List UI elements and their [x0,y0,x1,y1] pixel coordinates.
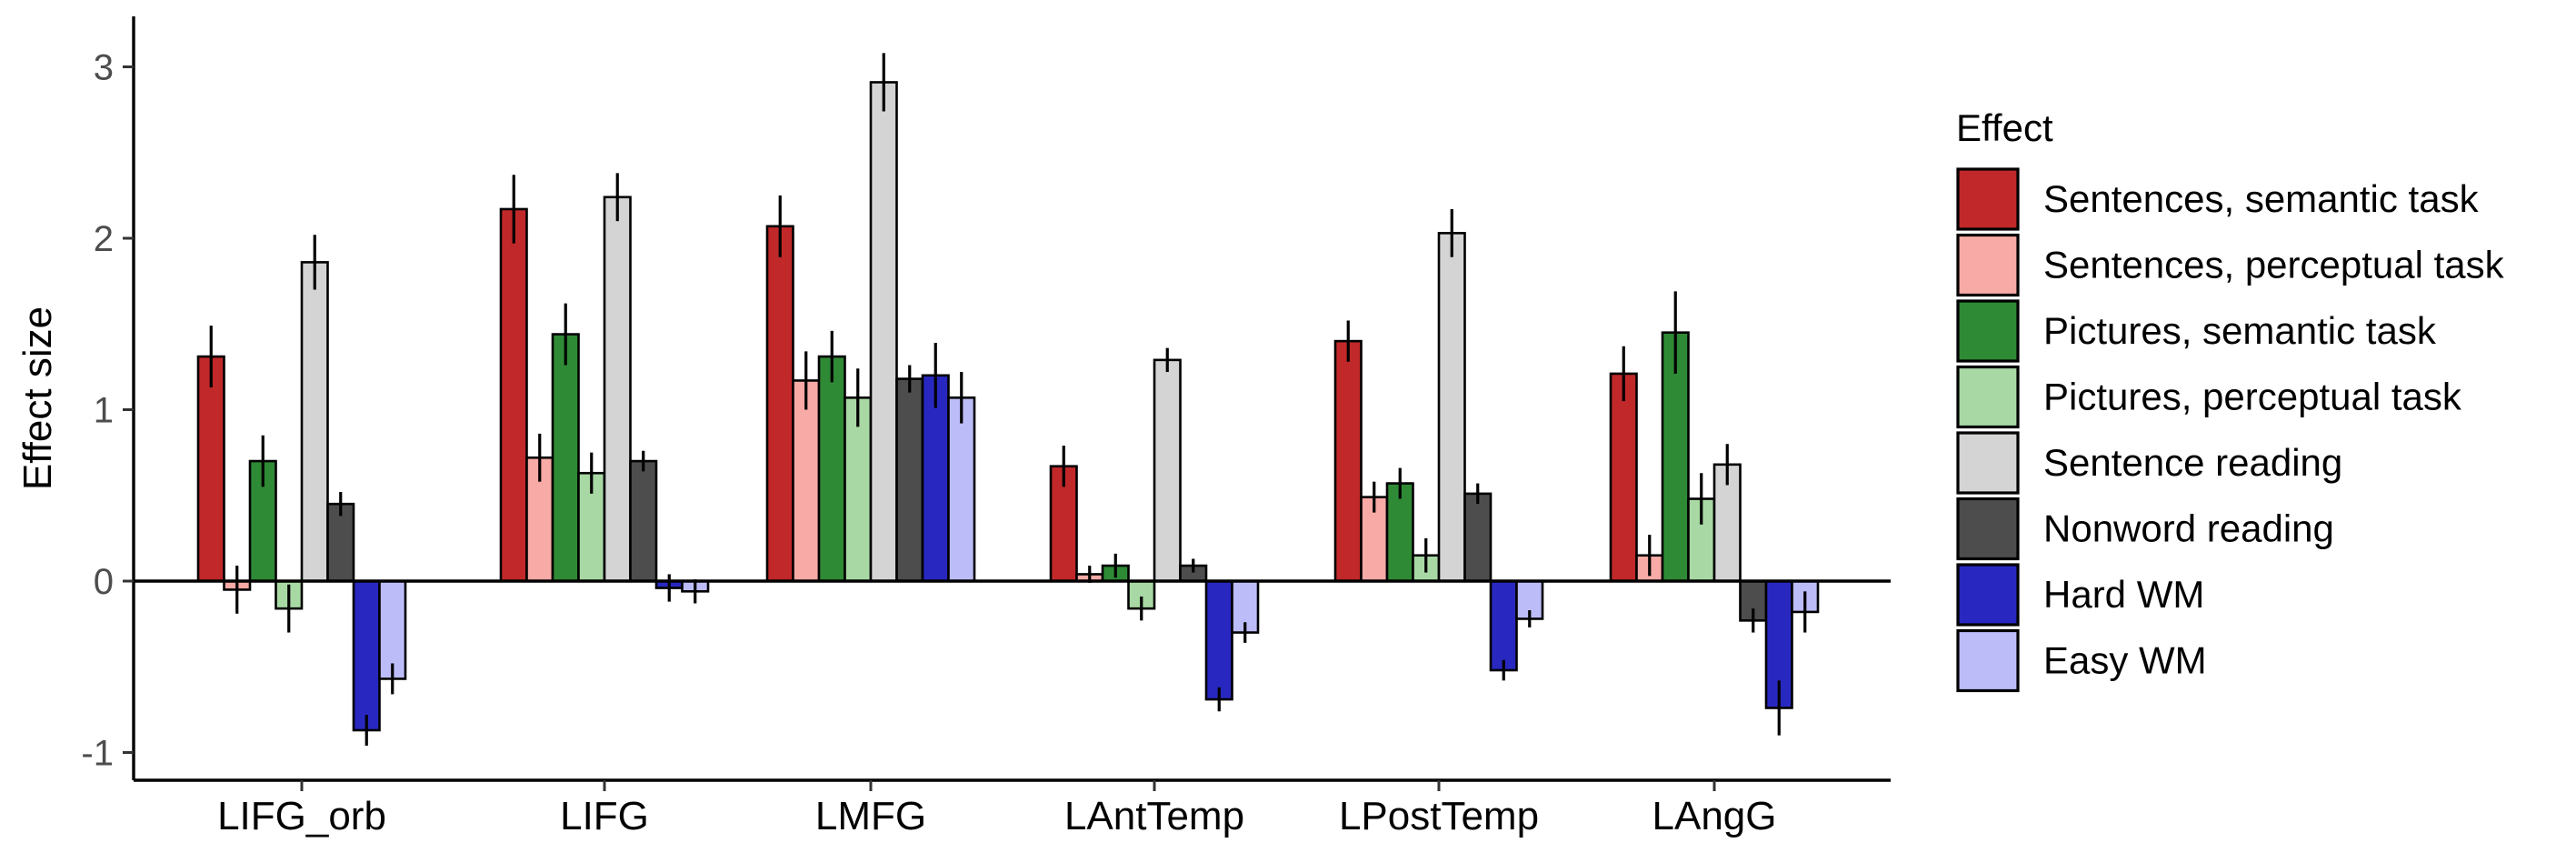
legend-label: Nonword reading [2043,507,2334,550]
bar [817,355,846,583]
legend-label: Pictures, perceptual task [2043,376,2462,418]
bar [765,225,794,583]
legend-key [1956,365,2020,429]
legend-key [1956,431,2020,495]
bar [1385,482,1414,583]
bar [1204,579,1233,701]
legend-key [1956,628,2020,693]
bar [1609,372,1638,583]
x-tick-label: LIFG [560,794,649,838]
bar [603,196,632,583]
legend-item: Easy WM [1956,628,2207,693]
legend-label: Sentences, perceptual task [2043,244,2505,286]
legend-label: Sentence reading [2043,441,2342,484]
legend-item: Hard WM [1956,563,2204,627]
legend-key [1956,563,2020,627]
axes-layer: -1 0 1 2 3 LIFG_orb LIFG LMFG LAntTemp LPostTemp L… [15,16,1891,838]
bar [499,207,528,583]
legend-title: Effect [1956,106,2053,149]
y-tick-label: 2 [94,219,114,259]
error-bars-layer [209,53,1807,746]
legend-label: Pictures, semantic task [2043,309,2437,352]
x-tick-label: LAntTemp [1064,794,1244,838]
y-tick-label: 0 [94,562,114,602]
legend-key [1956,497,2020,561]
bar [629,459,658,583]
legend-key [1956,299,2020,363]
legend-key [1956,233,2020,297]
legend: Effect Sentences, semantic task Sentences,… [1956,106,2505,693]
y-axis-title: Effect size [15,306,60,490]
bar [378,579,407,680]
legend-item: Nonword reading [1956,497,2334,561]
bar [196,355,225,583]
y-tick-label: 1 [94,391,114,431]
y-tick-label: -1 [81,734,114,774]
legend-item: Sentence reading [1956,431,2342,495]
bar [947,396,976,583]
bar [1153,358,1182,583]
x-tick-label: LIFG_orb [217,794,386,838]
bar [792,379,821,583]
x-tick-label: LAngG [1652,794,1777,838]
bar [300,261,329,583]
bar [1489,579,1518,672]
legend-label: Sentences, semantic task [2043,177,2480,220]
legend-item: Pictures, semantic task [1956,299,2437,363]
bar [895,377,924,583]
legend-item: Pictures, perceptual task [1956,365,2462,429]
legend-key [1956,167,2020,231]
bar [1333,339,1363,583]
bar [869,81,898,583]
bar [1463,492,1493,583]
x-tick-label: LMFG [815,794,926,838]
legend-label: Easy WM [2043,639,2207,682]
legend-item: Sentences, perceptual task [1956,233,2505,297]
legend-label: Hard WM [2043,573,2204,616]
bar [1437,232,1466,583]
y-tick-label: 3 [94,48,114,88]
bars-layer [196,81,1820,732]
legend-item: Sentences, semantic task [1956,167,2480,231]
bar [551,333,580,583]
x-tick-label: LPostTemp [1339,794,1539,838]
bar [352,579,381,732]
